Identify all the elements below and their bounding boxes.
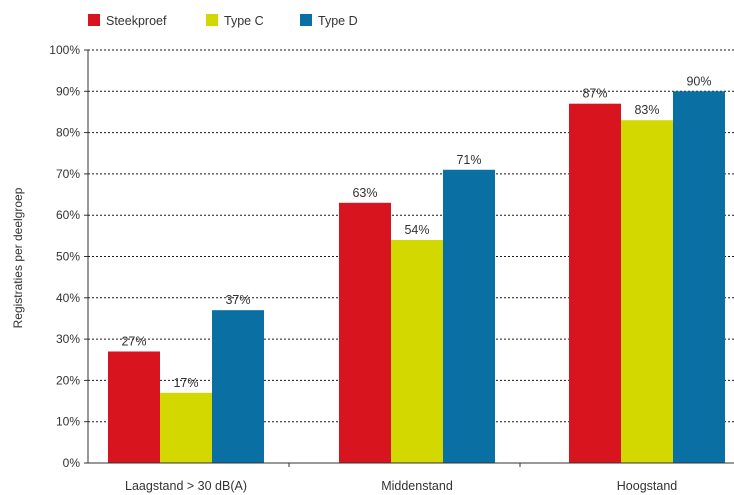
bar-steekproef — [108, 351, 160, 463]
legend-swatch-type-c — [206, 14, 218, 26]
data-labels: 27% 17% 37% 63% 54% 71% 87% 83% 90% — [121, 74, 711, 389]
data-label: 63% — [352, 186, 377, 200]
y-tick-label: 10% — [56, 415, 80, 429]
bar-type-d — [443, 169, 495, 463]
bar-steekproef — [569, 103, 621, 463]
data-label: 27% — [121, 334, 146, 348]
bar-steekproef — [339, 202, 391, 463]
data-label: 17% — [173, 376, 198, 390]
y-tick-label: 0% — [63, 456, 81, 470]
data-label: 37% — [225, 293, 250, 307]
data-label: 54% — [404, 223, 429, 237]
y-tick-label: 80% — [56, 126, 80, 140]
bars — [108, 91, 725, 464]
bar-type-c — [621, 120, 673, 464]
y-tick-label: 90% — [56, 84, 80, 98]
y-tick-label: 30% — [56, 332, 80, 346]
bar-type-d — [673, 91, 725, 464]
data-label: 90% — [686, 74, 711, 88]
x-axis-categories: Laagstand > 30 dB(A) Middenstand Hoogstand — [125, 463, 678, 493]
y-tick-label: 50% — [56, 250, 80, 264]
y-axis-label: Registraties per deelgroep — [11, 187, 25, 328]
data-label: 71% — [456, 153, 481, 167]
x-category-label: Middenstand — [381, 479, 453, 493]
x-category-label: Hoogstand — [617, 479, 678, 493]
y-tick-label: 40% — [56, 291, 80, 305]
legend-swatch-steekproef — [88, 14, 100, 26]
legend-label: Type D — [318, 14, 358, 28]
y-tick-label: 20% — [56, 373, 80, 387]
y-tick-label: 100% — [49, 43, 80, 57]
legend-label: Steekproef — [106, 14, 167, 28]
data-label: 83% — [634, 103, 659, 117]
y-tick-label: 60% — [56, 208, 80, 222]
legend-swatch-type-d — [300, 14, 312, 26]
x-category-label: Laagstand > 30 dB(A) — [125, 479, 247, 493]
bar-type-c — [391, 239, 443, 463]
data-label: 87% — [582, 87, 607, 101]
legend: Steekproef Type C Type D — [88, 14, 358, 28]
y-tick-label: 70% — [56, 167, 80, 181]
bar-type-c — [160, 392, 212, 463]
y-axis-ticks: 0% 10% 20% 30% 40% 50% 60% 70% 80% 90% 100% — [49, 43, 88, 470]
bar-type-d — [212, 310, 264, 463]
legend-label: Type C — [224, 14, 264, 28]
